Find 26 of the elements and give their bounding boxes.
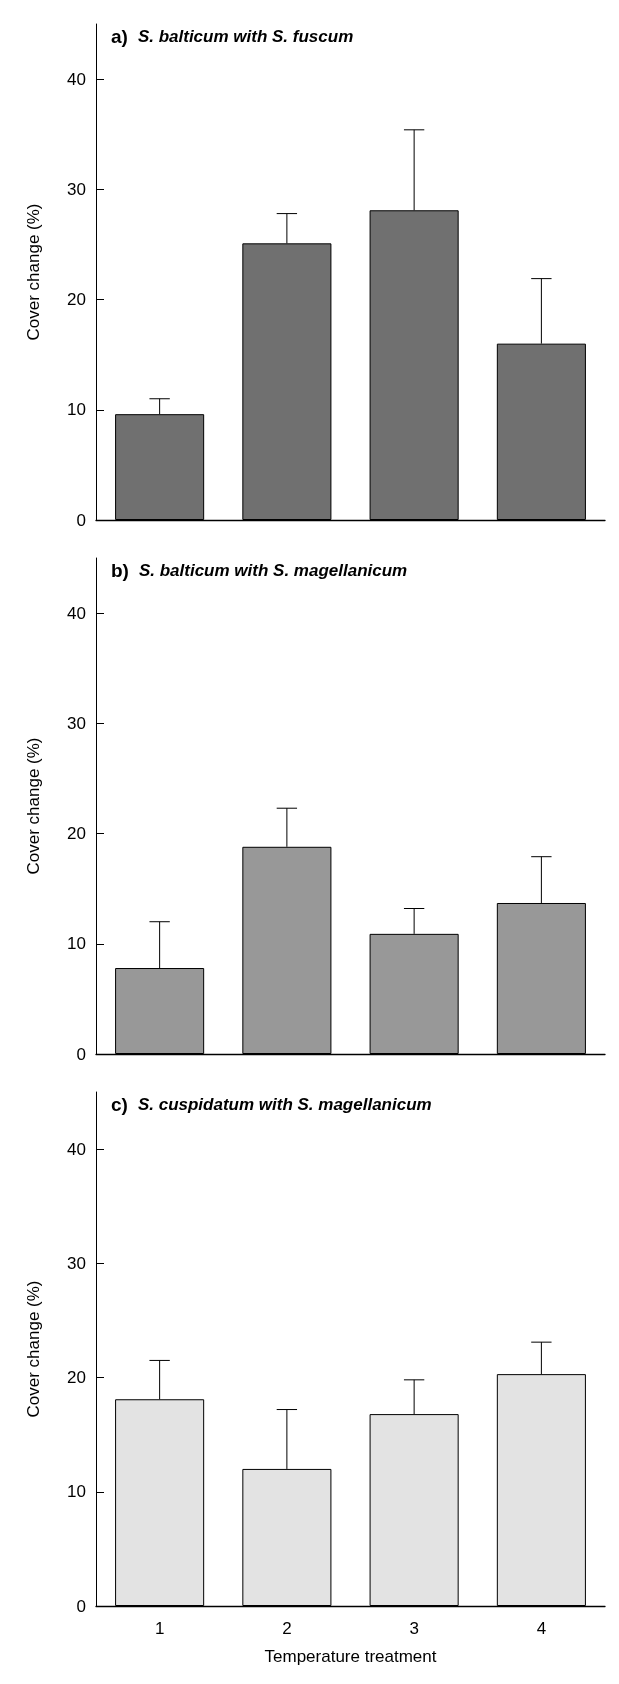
y-tick-label: 10 — [67, 1482, 86, 1502]
chart-title: c) S. cuspidatum with S. magellanicum — [111, 1094, 432, 1115]
y-tick-label: 0 — [76, 1596, 86, 1616]
y-tick-label: 10 — [67, 934, 86, 954]
y-tick-label: 20 — [67, 1368, 86, 1388]
y-tick-label: 40 — [67, 1139, 86, 1159]
y-tick-label: 30 — [67, 179, 86, 199]
y-axis-title: Cover change (%) — [24, 203, 43, 341]
x-tick-label: 3 — [409, 1619, 419, 1638]
y-tick-label: 40 — [67, 69, 86, 89]
y-axis-title: Cover change (%) — [24, 1280, 43, 1418]
chart-title: a) S. balticum with S. fuscum — [111, 26, 354, 47]
y-tick-label: 20 — [67, 824, 86, 844]
chart-title: b) S. balticum with S. magellanicum — [111, 560, 408, 581]
y-axis-title: Cover change (%) — [24, 737, 43, 875]
y-tick-label: 40 — [67, 603, 86, 623]
x-axis-title: Temperature treatment — [264, 1647, 437, 1666]
x-tick-label: 2 — [282, 1619, 292, 1638]
y-tick-label: 0 — [76, 510, 86, 530]
x-tick-label: 4 — [536, 1619, 547, 1638]
y-tick-label: 20 — [67, 290, 86, 310]
y-tick-label: 0 — [76, 1044, 86, 1064]
x-tick-label: 1 — [154, 1619, 165, 1638]
y-tick-label: 30 — [67, 1253, 86, 1273]
y-tick-label: 30 — [67, 713, 86, 733]
y-tick-label: 10 — [67, 400, 86, 420]
